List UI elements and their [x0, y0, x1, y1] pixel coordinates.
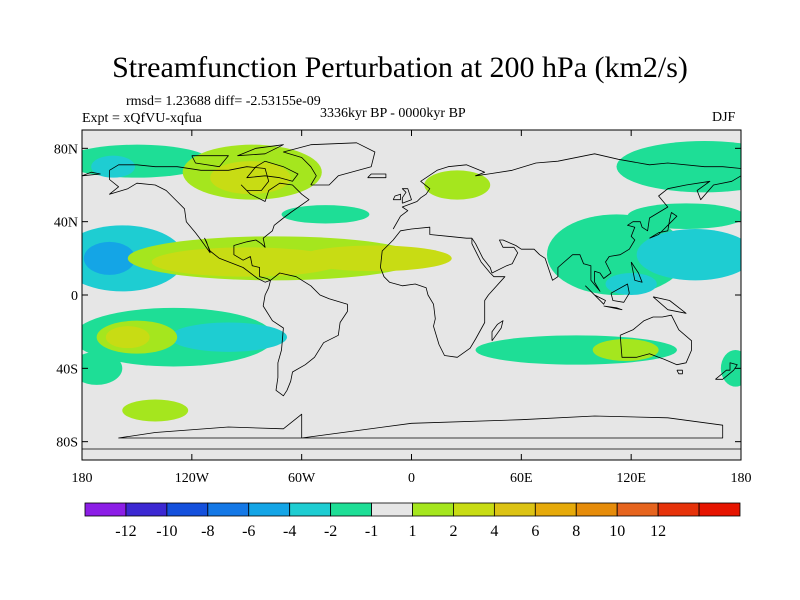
anomaly-region-11 [151, 247, 342, 277]
y-tick-label-0: 80N [54, 142, 78, 157]
colorbar-label-3: -6 [242, 523, 255, 540]
chart-title: Streamfunction Perturbation at 200 hPa (… [112, 51, 688, 84]
anomaly-region-17 [169, 322, 288, 352]
period-label: 3336kyr BP - 0000kyr BP [320, 106, 466, 121]
x-tick-label-3: 0 [408, 471, 415, 486]
coastline-22 [630, 261, 643, 283]
anomaly-region-21 [122, 399, 189, 422]
axis-ticks: 180 120W 60W 0 60E 120E 180 80N 40N 0 40S 80S [54, 130, 752, 486]
coastline-12 [367, 173, 387, 179]
colorbar-box-15 [698, 502, 741, 517]
colorbar-label-1: -10 [156, 523, 177, 540]
anomaly-region-6 [616, 141, 741, 193]
coastline-20 [610, 283, 630, 303]
colorbar-label-5: -2 [324, 523, 337, 540]
coastline-2 [282, 142, 376, 186]
colorbar-label-7: 1 [409, 523, 417, 540]
anomaly-region-9 [83, 241, 136, 275]
anomaly-region-23 [592, 339, 659, 361]
colorbar-label-6: -1 [365, 523, 378, 540]
colorbar-box-4 [248, 502, 291, 517]
colorbar-box-5 [289, 502, 332, 517]
colorbar-label-11: 8 [572, 523, 580, 540]
colorbar-box-0 [84, 502, 127, 517]
coastline-0 [109, 164, 310, 283]
anomaly-region-4 [424, 170, 491, 200]
coastline-19 [603, 305, 623, 311]
colorbar-box-7 [371, 502, 413, 517]
coastline-18 [585, 285, 606, 305]
colorbar-label-9: 4 [490, 523, 498, 540]
anomaly-region-19 [105, 326, 150, 349]
coastline-23 [118, 413, 724, 439]
anomaly-region-20 [82, 351, 123, 385]
x-tick-label-5: 120E [616, 471, 646, 486]
colorbar-label-8: 2 [449, 523, 457, 540]
colorbar: -12 -10 -8 -6 -4 -2 -1 1 2 4 6 8 10 12 [84, 502, 741, 540]
colorbar-label-12: 10 [609, 523, 625, 540]
y-tick-label-4: 80S [56, 436, 78, 451]
anomaly-region-12 [298, 245, 452, 272]
colorbar-box-6 [330, 502, 372, 517]
colorbar-box-1 [125, 502, 168, 517]
y-tick-label-1: 40N [54, 216, 78, 231]
coastline-5 [191, 155, 229, 168]
colorbar-box-9 [453, 502, 495, 517]
colorbar-label-10: 6 [531, 523, 539, 540]
x-tick-label-0: 180 [72, 471, 93, 486]
colorbar-label-0: -12 [115, 523, 136, 540]
anomaly-region-13 [546, 214, 687, 295]
x-tick-label-6: 180 [731, 471, 752, 486]
anomaly-region-14 [636, 229, 741, 281]
colorbar-box-3 [207, 502, 250, 517]
coastline-1 [262, 272, 348, 397]
coastline-17 [649, 212, 678, 239]
y-tick-label-2: 0 [71, 289, 78, 304]
coastline-16 [715, 362, 738, 380]
coastline-6 [392, 153, 741, 230]
coastline-14 [619, 314, 692, 366]
coastline-7 [82, 171, 101, 177]
coastline-9 [379, 226, 506, 358]
anomaly-region-5 [281, 205, 370, 224]
coastline-11 [392, 193, 401, 201]
colorbar-label-13: 12 [650, 523, 666, 540]
x-tick-label-1: 120W [175, 471, 210, 486]
coastline-8 [471, 175, 741, 292]
colorbar-box-2 [166, 502, 209, 517]
x-tick-label-4: 60E [510, 471, 533, 486]
season-label: DJF [712, 110, 736, 125]
colorbar-box-14 [657, 502, 700, 517]
coastline-3 [246, 160, 299, 182]
stats-label: rmsd= 1.23688 diff= -2.53155e-09 [126, 94, 321, 109]
colorbar-label-4: -4 [283, 523, 296, 540]
colorbar-label-2: -8 [201, 523, 214, 540]
coastline-4 [237, 144, 284, 157]
coastline-10 [401, 188, 412, 204]
coastline-21 [652, 296, 687, 314]
anomaly-region-24 [720, 350, 741, 387]
x-tick-label-2: 60W [288, 471, 316, 486]
colorbar-box-8 [412, 502, 454, 517]
experiment-label: Expt = xQfVU-xqfua [82, 111, 202, 126]
coastline-15 [676, 369, 683, 375]
coastlines [82, 142, 741, 450]
colorbar-box-10 [493, 502, 536, 517]
y-tick-label-3: 40S [56, 362, 78, 377]
coastline-13 [491, 320, 504, 342]
colorbar-box-11 [534, 502, 577, 517]
anomaly-region-1 [91, 155, 136, 178]
colorbar-box-12 [575, 502, 618, 517]
colorbar-box-13 [616, 502, 659, 517]
